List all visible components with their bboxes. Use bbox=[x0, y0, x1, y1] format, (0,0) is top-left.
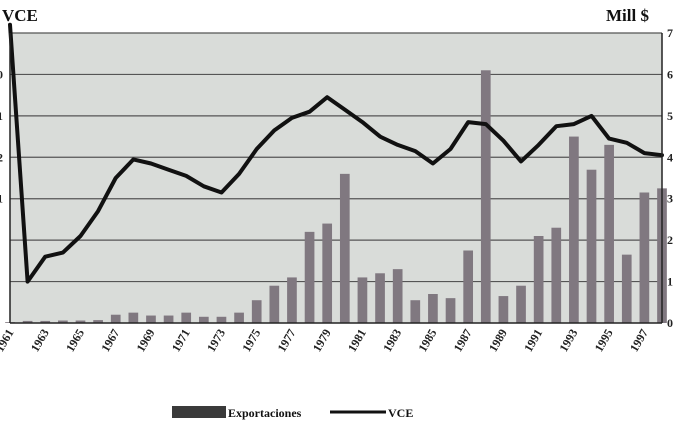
left-tick-label: 2 bbox=[0, 150, 3, 164]
right-axis-title: Mill $ bbox=[606, 6, 649, 25]
bar-1971 bbox=[181, 312, 192, 323]
x-tick-label: 1993 bbox=[556, 327, 580, 355]
bar-1986 bbox=[445, 298, 456, 323]
x-tick-label: 1991 bbox=[521, 327, 545, 355]
bar-1989 bbox=[498, 296, 509, 323]
legend: Exportaciones VCE bbox=[172, 406, 413, 420]
bar-1967 bbox=[110, 314, 121, 323]
bar-1977 bbox=[287, 277, 297, 323]
bar-1988 bbox=[480, 70, 491, 324]
bar-1980 bbox=[339, 173, 350, 323]
bar-1978 bbox=[304, 231, 315, 323]
x-tick-label: 1967 bbox=[98, 327, 122, 355]
x-tick-label: 1975 bbox=[239, 327, 263, 355]
bar-series bbox=[5, 70, 667, 324]
bar-1983 bbox=[392, 269, 403, 323]
x-tick-label: 1987 bbox=[451, 327, 475, 355]
bar-1979 bbox=[322, 223, 333, 323]
bar-1963 bbox=[40, 320, 51, 323]
bar-1976 bbox=[269, 285, 280, 323]
right-tick-label: 6 bbox=[667, 67, 673, 81]
bar-1973 bbox=[216, 316, 227, 323]
gridlines bbox=[10, 32, 662, 283]
bar-1965 bbox=[75, 320, 86, 323]
bar-1996 bbox=[621, 254, 632, 323]
x-tick-label: 1977 bbox=[274, 327, 298, 355]
right-tick-label: 5 bbox=[667, 109, 673, 123]
bar-1987 bbox=[463, 250, 474, 323]
x-tick-label: 1965 bbox=[63, 327, 87, 355]
bar-1975 bbox=[251, 300, 262, 323]
x-tick-labels: 1961 1963 1965 1967 1969 1971 1973 1975 1977 1979… bbox=[0, 327, 651, 355]
left-tick-label: 0 bbox=[0, 67, 3, 81]
left-tick-label: 1 bbox=[0, 109, 3, 123]
bar-1966 bbox=[93, 320, 103, 323]
bar-1969 bbox=[146, 315, 156, 323]
bar-1984 bbox=[410, 300, 421, 323]
x-tick-label: 1983 bbox=[380, 327, 404, 355]
x-tick-label: 1981 bbox=[345, 327, 369, 355]
bar-1970 bbox=[163, 315, 174, 323]
right-tick-label: 2 bbox=[667, 233, 673, 247]
bar-1985 bbox=[428, 294, 438, 323]
bar-1968 bbox=[128, 312, 139, 323]
bar-1982 bbox=[375, 273, 385, 323]
right-tick-label: 0 bbox=[667, 316, 673, 330]
legend-vce-label: VCE bbox=[388, 406, 413, 420]
right-tick-label: 4 bbox=[667, 150, 673, 164]
bar-1964 bbox=[58, 320, 68, 323]
legend-exports-label: Exportaciones bbox=[228, 406, 302, 420]
bar-1994 bbox=[586, 169, 597, 323]
bar-1997 bbox=[639, 192, 650, 323]
right-tick-labels: 0 1 2 3 4 5 6 7 bbox=[667, 26, 673, 330]
bar-1990 bbox=[516, 285, 526, 323]
x-tick-label: 1971 bbox=[169, 327, 193, 355]
x-tick-label: 1995 bbox=[592, 327, 616, 355]
bar-1972 bbox=[198, 316, 209, 323]
x-tick-label: 1985 bbox=[415, 327, 439, 355]
x-tick-label: 1979 bbox=[310, 327, 334, 355]
right-tick-label: 3 bbox=[667, 192, 673, 206]
x-tick-label: 1997 bbox=[627, 327, 651, 355]
bar-1993 bbox=[569, 136, 579, 323]
bar-1995 bbox=[604, 144, 614, 323]
plot-area bbox=[10, 33, 662, 323]
bar-1981 bbox=[357, 277, 368, 323]
right-tick-label: 7 bbox=[667, 26, 673, 40]
left-axis-title: VCE bbox=[2, 6, 38, 25]
left-tick-labels: 0 1 2 1 bbox=[0, 67, 3, 205]
left-tick-label: 1 bbox=[0, 192, 3, 206]
x-tick-label: 1973 bbox=[204, 327, 228, 355]
legend-exports-swatch bbox=[172, 406, 226, 418]
x-tick-label: 1963 bbox=[28, 327, 52, 355]
bar-1962 bbox=[22, 320, 33, 323]
x-tick-label: 1961 bbox=[0, 327, 17, 355]
bar-1991 bbox=[533, 236, 544, 323]
right-tick-label: 1 bbox=[667, 275, 673, 289]
x-tick-label: 1989 bbox=[486, 327, 510, 355]
x-tick-label: 1969 bbox=[133, 327, 157, 355]
bar-1974 bbox=[234, 312, 244, 323]
bar-1992 bbox=[551, 227, 562, 323]
vce-line bbox=[8, 22, 664, 284]
